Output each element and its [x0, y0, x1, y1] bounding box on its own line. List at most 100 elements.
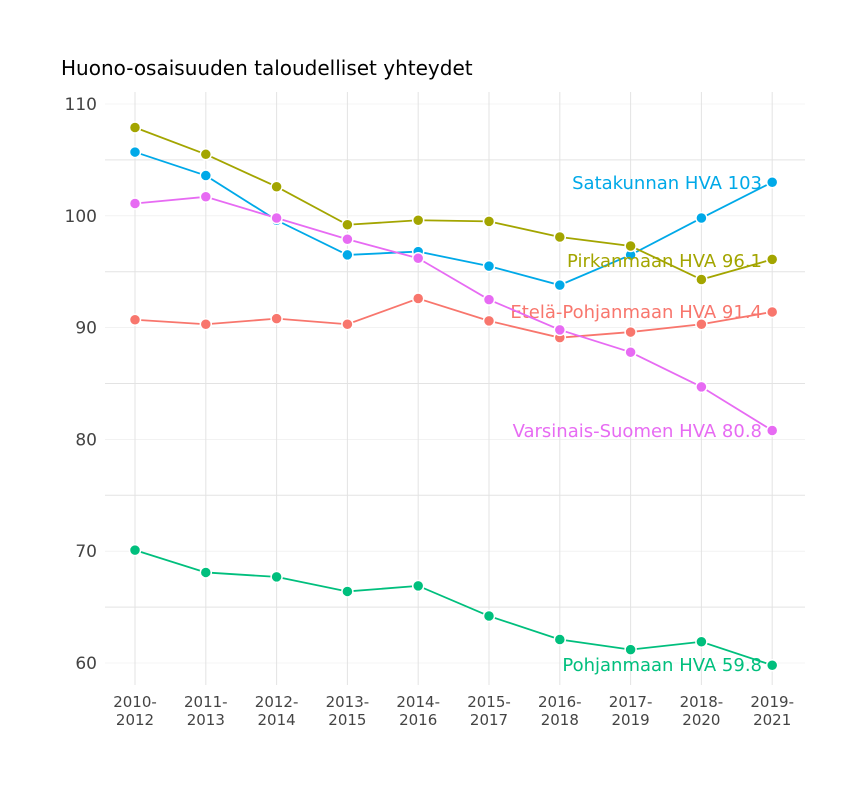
x-tick-label: 2019-2021	[750, 693, 794, 729]
data-point	[270, 211, 283, 225]
x-tick-label-line: 2016-	[538, 693, 582, 711]
x-tick-label-line: 2011-	[184, 693, 228, 711]
data-point	[411, 579, 425, 593]
data-point	[695, 273, 708, 286]
data-point	[482, 293, 496, 306]
x-tick-label-line: 2010-	[113, 693, 157, 711]
data-point	[765, 424, 779, 437]
series-pirkanmaan-hva: Pirkanmaan HVA 96.1	[128, 121, 779, 286]
data-point	[341, 233, 354, 246]
series-end-label: Pirkanmaan HVA 96.1	[567, 251, 762, 272]
data-point	[341, 218, 354, 231]
data-point	[341, 585, 354, 598]
data-point	[624, 239, 637, 253]
x-tick-label-line: 2015-	[467, 693, 511, 711]
x-tick-label: 2010-2012	[113, 693, 157, 729]
data-point	[199, 169, 213, 182]
data-point	[341, 248, 354, 262]
data-point	[553, 323, 567, 337]
x-tick-label-line: 2015	[328, 711, 366, 729]
data-point	[341, 317, 354, 331]
x-tick-label-line: 2012	[116, 711, 154, 729]
data-point	[695, 380, 708, 394]
y-tick-label: 100	[65, 207, 97, 227]
data-point	[411, 252, 425, 265]
x-tick-label: 2014-2016	[396, 693, 440, 729]
data-point	[553, 633, 567, 646]
series-line	[134, 297, 773, 339]
x-tick-label: 2013-2015	[326, 693, 370, 729]
series-end-label: Satakunnan HVA 103	[572, 173, 762, 194]
data-point	[199, 317, 213, 331]
data-point	[482, 215, 496, 228]
y-tick-label: 90	[75, 319, 97, 339]
data-point	[765, 305, 779, 319]
data-point	[128, 121, 142, 134]
data-point	[482, 314, 496, 328]
x-tick-label-line: 2013-	[326, 693, 370, 711]
data-point	[128, 197, 142, 210]
x-tick-label: 2012-2014	[255, 693, 299, 729]
data-point	[199, 148, 213, 161]
series-line	[134, 151, 773, 287]
data-point	[695, 317, 708, 331]
data-point	[482, 609, 496, 623]
x-tick-label-line: 2020	[682, 711, 720, 729]
x-tick-label: 2017-2019	[609, 693, 653, 729]
series-end-label: Etelä-Pohjanmaan HVA 91.4	[510, 302, 762, 323]
series-end-label: Varsinais-Suomen HVA 80.8	[513, 421, 762, 442]
data-point	[199, 190, 213, 204]
data-point	[482, 259, 496, 273]
x-tick-label-line: 2019	[612, 711, 650, 729]
data-point	[765, 176, 779, 189]
data-point	[765, 253, 779, 266]
data-point	[624, 345, 637, 359]
x-tick-label: 2018-2020	[680, 693, 724, 729]
series-etel-pohjanmaan-hva: Etelä-Pohjanmaan HVA 91.4	[128, 292, 779, 344]
series-line	[134, 126, 773, 281]
data-point	[624, 325, 637, 339]
x-tick-label-line: 2019-	[750, 693, 794, 711]
series-varsinais-suomen-hva: Varsinais-Suomen HVA 80.8	[128, 190, 779, 442]
x-tick-label-line: 2012-	[255, 693, 299, 711]
x-tick-label-line: 2014-	[396, 693, 440, 711]
data-point	[128, 313, 142, 327]
chart-title: Huono-osaisuuden taloudelliset yhteydet	[61, 56, 473, 80]
x-tick-label-line: 2016	[399, 711, 437, 729]
x-tick-label-line: 2013	[187, 711, 225, 729]
x-tick-label-line: 2018	[541, 711, 579, 729]
x-tick-label-line: 2018-	[680, 693, 724, 711]
series-satakunnan-hva: Satakunnan HVA 103	[128, 145, 779, 292]
data-point	[553, 278, 567, 292]
data-point	[270, 180, 283, 193]
x-tick-label: 2016-2018	[538, 693, 582, 729]
data-point	[411, 214, 425, 227]
data-point	[765, 658, 779, 672]
series-line	[134, 549, 773, 667]
data-point	[695, 211, 708, 225]
data-point	[411, 292, 425, 305]
x-tick-label-line: 2014	[258, 711, 296, 729]
data-point	[199, 566, 213, 579]
series-line	[134, 195, 773, 432]
x-tick-label-line: 2017-	[609, 693, 653, 711]
series-end-label: Pohjanmaan HVA 59.8	[562, 655, 762, 676]
data-point	[695, 635, 708, 649]
data-point	[270, 570, 283, 584]
y-tick-label: 110	[65, 95, 97, 115]
y-tick-label: 70	[75, 542, 97, 562]
data-point	[128, 543, 142, 557]
y-tick-label: 60	[75, 654, 97, 674]
data-point	[553, 230, 567, 244]
x-tick-label: 2015-2017	[467, 693, 511, 729]
data-point	[128, 145, 142, 159]
x-tick-label-line: 2017	[470, 711, 508, 729]
x-tick-label-line: 2021	[753, 711, 791, 729]
x-tick-label: 2011-2013	[184, 693, 228, 729]
y-tick-label: 80	[75, 430, 97, 450]
data-point	[624, 643, 637, 656]
data-point	[270, 312, 283, 325]
series-pohjanmaan-hva: Pohjanmaan HVA 59.8	[128, 543, 779, 676]
